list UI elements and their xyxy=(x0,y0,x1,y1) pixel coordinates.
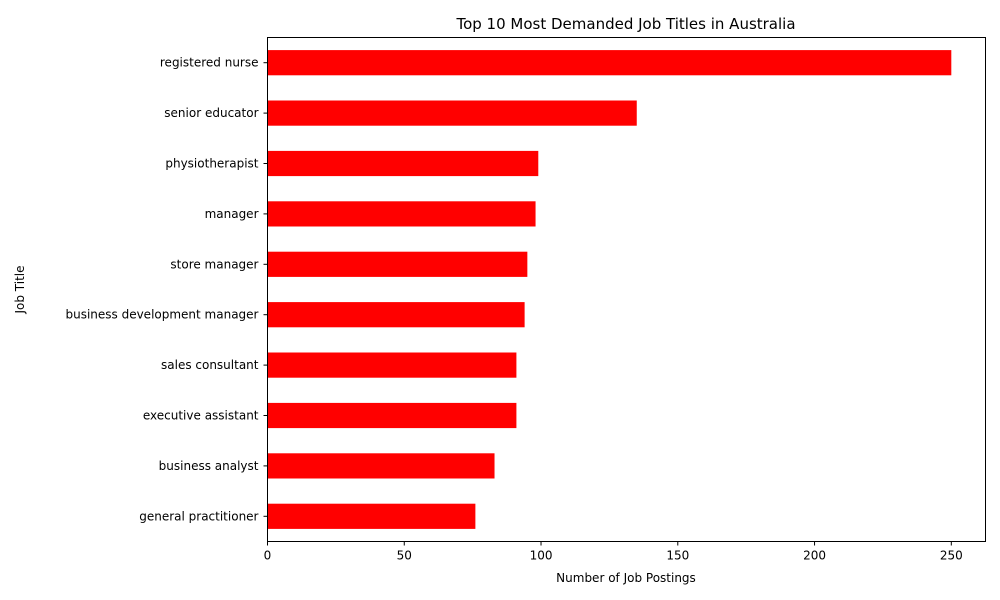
bar xyxy=(267,453,495,479)
x-ticks-group: 0 50 100 150 200 250 xyxy=(264,541,963,563)
bar xyxy=(267,302,525,328)
bar xyxy=(267,251,528,277)
bar xyxy=(267,352,517,378)
x-tick-label: 150 xyxy=(666,549,689,563)
x-tick-label: 50 xyxy=(397,549,412,563)
y-tick-label: general practitioner xyxy=(139,509,258,523)
bar xyxy=(267,50,952,76)
y-tick-label: manager xyxy=(205,207,259,221)
bars-group xyxy=(267,50,952,529)
x-tick-label: 200 xyxy=(803,549,826,563)
x-tick-label: 0 xyxy=(264,549,272,563)
y-tick-label: business analyst xyxy=(159,459,259,473)
y-tick-label: physiotherapist xyxy=(165,157,258,171)
y-axis-label: Job Title xyxy=(13,265,27,314)
x-tick-label: 100 xyxy=(530,549,553,563)
y-tick-label: executive assistant xyxy=(143,409,259,423)
bar xyxy=(267,100,637,126)
y-ticks-group: registered nurse senior educator physiothe… xyxy=(65,56,268,523)
bar xyxy=(267,150,539,177)
bar xyxy=(267,503,476,529)
y-tick-label: business development manager xyxy=(65,308,258,322)
x-tick-label: 250 xyxy=(940,549,963,563)
bar xyxy=(267,402,517,429)
y-tick-label: senior educator xyxy=(164,106,258,120)
plot-frame xyxy=(267,37,986,542)
chart-title: Top 10 Most Demanded Job Titles in Austr… xyxy=(455,15,795,33)
x-axis-label: Number of Job Postings xyxy=(556,571,696,585)
y-tick-label: sales consultant xyxy=(161,358,259,372)
y-tick-label: registered nurse xyxy=(160,56,259,70)
bar xyxy=(267,201,536,227)
y-tick-label: store manager xyxy=(170,257,258,271)
